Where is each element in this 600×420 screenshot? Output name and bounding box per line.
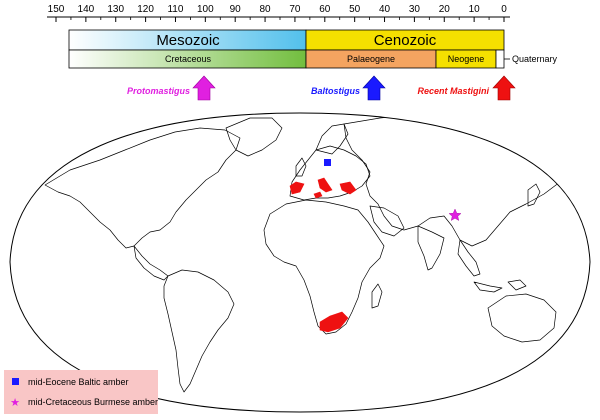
axis-tick-label: 30 xyxy=(409,4,421,15)
period-band: Cretaceous Palaeogene Neogene Quaternary xyxy=(68,49,558,69)
japan-landmass xyxy=(527,183,541,207)
india-landmass xyxy=(417,225,445,271)
baltic-amber-marker xyxy=(324,159,331,166)
up-arrow-icon xyxy=(362,75,386,101)
legend-baltic-text: mid-Eocene Baltic amber xyxy=(28,377,129,387)
legend-star-icon: ★ xyxy=(10,396,20,409)
neogene-label: Neogene xyxy=(448,54,485,64)
australia-landmass xyxy=(487,293,557,343)
distribution-south-africa xyxy=(319,311,349,333)
era-band: Mesozoic Cenozoic xyxy=(68,29,505,51)
quaternary-band xyxy=(495,49,505,69)
new-zealand-landmass xyxy=(569,331,583,353)
central-america-landmass xyxy=(133,245,169,281)
axis-tick-label: 70 xyxy=(289,4,301,15)
legend: mid-Eocene Baltic amber ★ mid-Cretaceous… xyxy=(4,370,158,414)
baltostigus-label: Baltostigus xyxy=(311,86,360,96)
north-america-landmass xyxy=(44,127,241,249)
time-axis-ticks: 150 140 130 120 110 100 90 80 70 60 50 40 30 20 10 0 xyxy=(48,4,507,22)
quaternary-label: Quaternary xyxy=(512,54,558,64)
legend-burmese-text: mid-Cretaceous Burmese amber xyxy=(28,397,158,407)
cretaceous-label: Cretaceous xyxy=(165,54,212,64)
up-arrow-icon xyxy=(492,75,516,101)
axis-tick-label: 0 xyxy=(501,4,507,15)
southeast-asia-landmass xyxy=(457,239,481,277)
mesozoic-label: Mesozoic xyxy=(156,32,220,49)
africa-landmass xyxy=(263,199,385,335)
axis-tick-label: 50 xyxy=(349,4,361,15)
burmese-amber-marker xyxy=(448,208,462,221)
protomastigus-label: Protomastigus xyxy=(127,86,190,96)
distribution-islands xyxy=(313,191,323,199)
protomastigus-arrow: Protomastigus xyxy=(127,75,216,101)
axis-tick-label: 20 xyxy=(439,4,451,15)
europe-landmass xyxy=(289,145,371,201)
palaeogene-label: Palaeogene xyxy=(347,54,395,64)
arabia-landmass xyxy=(369,205,405,237)
british-isles-landmass xyxy=(295,157,307,177)
axis-tick-label: 140 xyxy=(78,4,95,15)
legend-box xyxy=(4,370,158,414)
baltostigus-arrow: Baltostigus xyxy=(311,75,386,101)
globe-outline xyxy=(9,112,591,413)
cenozoic-label: Cenozoic xyxy=(374,32,437,49)
recent-mastigini-arrow: Recent Mastigini xyxy=(417,75,516,101)
axis-tick-label: 130 xyxy=(107,4,124,15)
axis-tick-label: 90 xyxy=(230,4,242,15)
axis-tick-label: 80 xyxy=(260,4,272,15)
distribution-iberia xyxy=(289,181,305,195)
axis-tick-label: 100 xyxy=(197,4,214,15)
recent-mastigini-distribution xyxy=(289,177,357,333)
distribution-balkans xyxy=(339,181,357,195)
legend-square-icon xyxy=(12,378,19,385)
taxon-arrows: Protomastigus Baltostigus Recent Mastigi… xyxy=(127,75,516,101)
greenland-landmass xyxy=(225,117,283,157)
axis-tick-label: 150 xyxy=(48,4,65,15)
time-axis: 150 140 130 120 110 100 90 80 70 60 50 40 30 20 10 0 xyxy=(47,4,510,22)
up-arrow-icon xyxy=(192,75,216,101)
scandinavia-landmass xyxy=(315,123,349,155)
recent-mastigini-label: Recent Mastigini xyxy=(417,86,489,96)
axis-tick-label: 120 xyxy=(137,4,154,15)
madagascar-landmass xyxy=(371,283,383,309)
axis-tick-label: 40 xyxy=(379,4,391,15)
world-map xyxy=(9,112,591,413)
south-america-landmass xyxy=(163,269,235,393)
axis-tick-label: 110 xyxy=(167,4,183,15)
axis-tick-label: 10 xyxy=(469,4,481,15)
distribution-italy xyxy=(317,177,333,193)
indonesia-landmass xyxy=(473,279,527,293)
axis-tick-label: 60 xyxy=(319,4,331,15)
